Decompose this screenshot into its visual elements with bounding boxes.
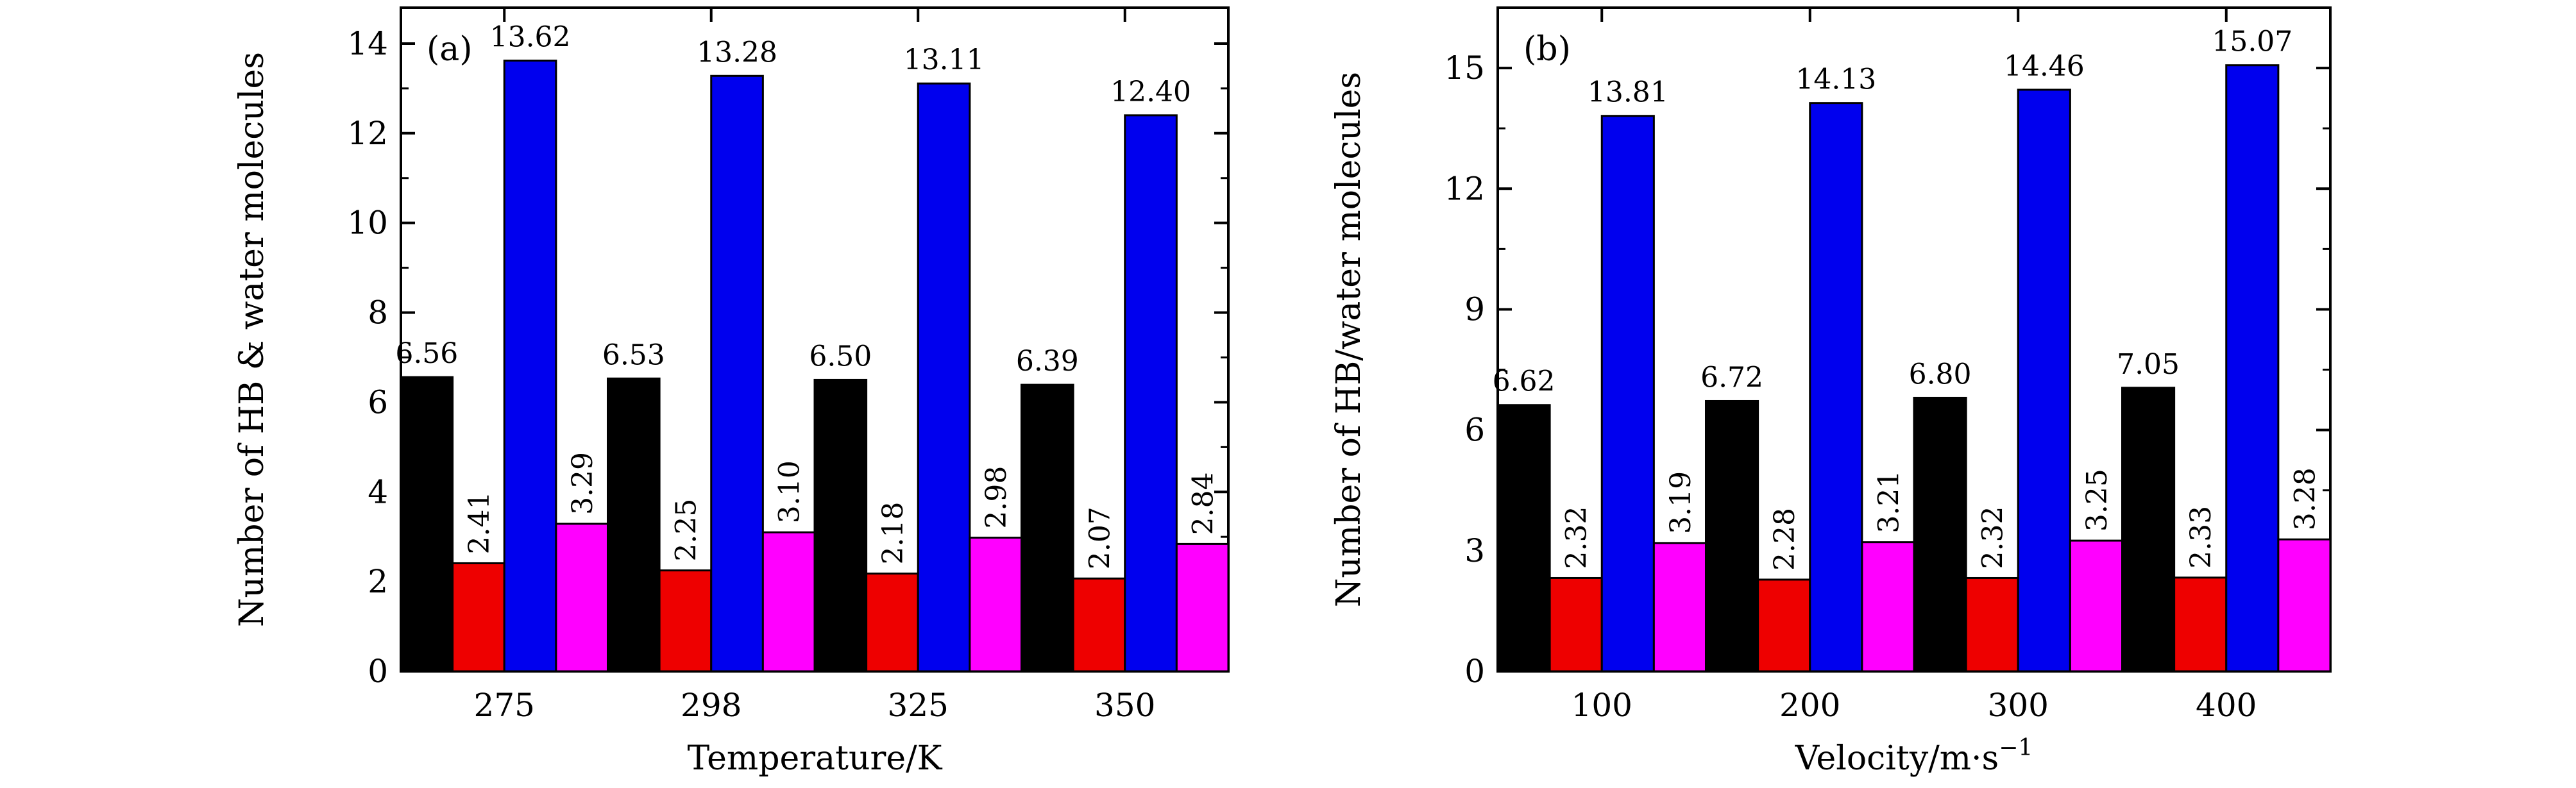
bar-value-label: 2.41	[463, 491, 496, 554]
bar	[2121, 387, 2176, 673]
bar-value-label: 2.98	[980, 466, 1013, 529]
y-tick-label: 12	[347, 115, 388, 152]
panel-label: (b)	[1523, 30, 1571, 69]
x-tick-label: 350	[1094, 687, 1155, 724]
bar-value-label: 6.39	[1016, 345, 1079, 378]
bar-value-label: 2.32	[1977, 507, 2010, 569]
x-tick-label: 300	[1988, 687, 2049, 724]
bar-value-label: 13.11	[904, 44, 985, 76]
bar	[761, 531, 816, 673]
x-axis-label: Temperature/K	[687, 739, 942, 778]
bar	[1175, 542, 1230, 673]
bar	[1757, 578, 1811, 673]
y-tick-label: 2	[368, 563, 388, 600]
bar-value-label: 15.07	[2212, 26, 2292, 58]
bar-value-label: 12.40	[1110, 76, 1191, 108]
bar	[1072, 577, 1126, 673]
bar	[1913, 396, 1967, 673]
x-tick-label: 275	[474, 687, 535, 724]
bar-value-label: 6.80	[1909, 358, 1972, 390]
y-tick-label: 0	[1464, 653, 1485, 690]
bar-value-label: 7.05	[2117, 348, 2180, 381]
bar-value-label: 13.28	[697, 36, 777, 69]
bar	[452, 562, 505, 673]
bar	[1124, 114, 1178, 673]
bar	[969, 537, 1022, 673]
y-tick-label: 15	[1444, 49, 1485, 87]
y-tick-label: 8	[368, 294, 388, 331]
bar	[2017, 88, 2071, 673]
bar	[2173, 576, 2228, 673]
bar	[917, 82, 971, 673]
bar-value-label: 2.33	[2185, 506, 2217, 569]
bar-value-label: 2.18	[877, 502, 910, 565]
x-tick-label: 100	[1572, 687, 1632, 724]
bar-value-label: 6.62	[1493, 365, 1555, 398]
y-tick-label: 12	[1444, 170, 1485, 207]
bar	[555, 523, 609, 673]
y-tick-label: 3	[1464, 532, 1485, 569]
y-tick-label: 10	[347, 205, 388, 242]
bar-value-label: 2.32	[1561, 507, 1593, 569]
y-tick-label: 4	[368, 473, 388, 510]
bar	[1861, 541, 1915, 673]
x-tick-label: 200	[1779, 687, 1840, 724]
bar	[1496, 404, 1551, 673]
bar	[865, 573, 919, 673]
y-tick-label: 9	[1464, 290, 1485, 328]
bar-value-label: 6.50	[809, 340, 872, 373]
y-axis-label: Number of HB/water molecules	[1330, 72, 1368, 607]
chart-panel-b: 0 3 6 9 12 15 100 6.62 2.32 13.81 3.19 200 6.72 2.28 1…	[1330, 6, 2332, 778]
bar-value-label: 13.81	[1588, 76, 1668, 109]
panel-label: (a)	[427, 30, 473, 69]
bar-value-label: 6.56	[395, 337, 458, 370]
bar	[813, 378, 868, 673]
bar	[607, 377, 661, 673]
bar	[658, 569, 713, 673]
bar-value-label: 6.53	[602, 339, 665, 371]
x-tick-label: 400	[2196, 687, 2257, 724]
bar-value-label: 13.62	[490, 21, 571, 54]
bar	[1809, 102, 1863, 673]
bar-value-label: 3.19	[1665, 471, 1697, 534]
bar-value-label: 3.29	[566, 452, 599, 515]
bar-value-label: 3.28	[2289, 467, 2321, 530]
bar	[1652, 542, 1707, 673]
bar-value-label: 14.13	[1795, 63, 1876, 96]
y-tick-label: 6	[1464, 412, 1485, 449]
bar	[1705, 399, 1759, 673]
bar-value-label: 3.21	[1872, 471, 1905, 533]
bar-value-label: 3.10	[774, 460, 806, 523]
bar	[1600, 115, 1655, 673]
x-tick-label: 298	[681, 687, 741, 724]
bar-value-label: 2.25	[670, 499, 702, 562]
bar	[1548, 576, 1603, 673]
x-axis-label-superscript: −1	[1999, 735, 2033, 761]
bar	[1965, 576, 2019, 673]
bar	[710, 74, 764, 673]
bar-value-label: 3.25	[2081, 469, 2114, 532]
y-tick-label: 14	[347, 25, 388, 62]
bar	[1021, 383, 1074, 673]
bar	[2225, 64, 2280, 673]
bar-value-label: 2.84	[1187, 472, 1220, 535]
bar-value-label: 6.72	[1700, 361, 1763, 394]
y-tick-label: 6	[368, 383, 388, 421]
bar	[2277, 538, 2332, 673]
bar	[2069, 539, 2123, 673]
bar	[400, 376, 454, 673]
bar-value-label: 14.46	[2004, 50, 2085, 83]
chart-panel-a: 0 2 4 6 8 10 12 14 275 6.56 2.41 13.62 3.29 298 6.53 2.…	[233, 6, 1230, 778]
y-axis-label: Number of HB & water molecules	[233, 52, 271, 627]
bar	[503, 60, 557, 673]
bar-value-label: 2.28	[1768, 508, 1801, 571]
x-axis-label: Velocity/m·s−1	[1795, 735, 2033, 778]
x-tick-label: 325	[888, 687, 949, 724]
bar-value-label: 2.07	[1083, 507, 1116, 569]
y-tick-label: 0	[368, 653, 388, 690]
